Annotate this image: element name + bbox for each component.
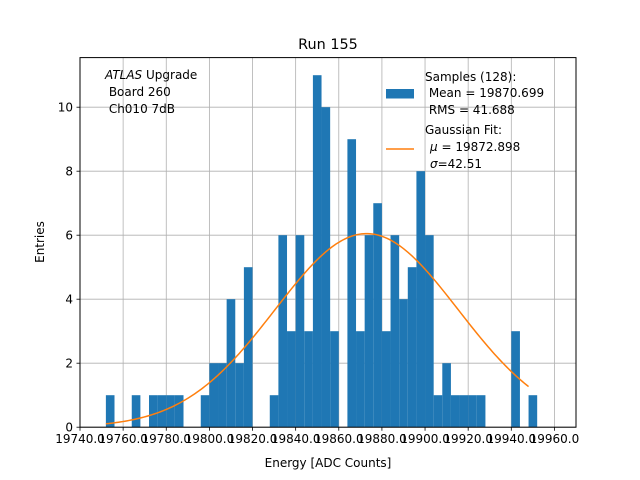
y-axis-label: Entries [33, 221, 47, 263]
histogram-bar [200, 395, 210, 428]
x-tick-label: 19740.0 [55, 432, 105, 446]
histogram-bar [442, 363, 451, 428]
histogram-bar [407, 267, 417, 428]
histogram-bar [243, 267, 253, 428]
legend: Samples (128): Mean = 19870.699 RMS = 41… [386, 70, 544, 171]
x-tick-label: 19860.0 [314, 432, 364, 446]
x-tick-label: 19880.0 [357, 432, 407, 446]
x-tick-label: 19800.0 [185, 432, 235, 446]
histogram-bar [209, 363, 219, 428]
annotation-board: Board 260 [105, 85, 171, 99]
histogram-bar [321, 107, 331, 428]
annotation-atlas: ATLAS [104, 68, 143, 82]
annotation-upgrade: Upgrade [142, 68, 197, 82]
y-tick-label: 2 [65, 357, 73, 371]
chart-title: Run 155 [298, 37, 358, 53]
legend-fit-title: Gaussian Fit: [425, 123, 502, 137]
gaussian-fit-curve [105, 232, 530, 425]
histogram-bar [390, 235, 400, 428]
x-tick-label: 19960.0 [530, 432, 580, 446]
histogram-bar [356, 331, 365, 428]
x-tick-label: 19840.0 [271, 432, 321, 446]
histogram-bar [425, 235, 434, 428]
histogram-bar [278, 235, 288, 428]
histogram-bar [304, 331, 313, 428]
y-tick-label: 8 [65, 165, 73, 179]
legend-fit-mu: μ = 19872.898 [429, 140, 520, 154]
x-axis: 19740.019760.019780.019800.019820.019840… [55, 427, 579, 446]
histogram-bar [166, 395, 175, 428]
legend-samples-mean: Mean = 19870.699 [425, 86, 544, 100]
histogram-bar [399, 299, 408, 428]
x-tick-label: 19920.0 [443, 432, 493, 446]
histogram-bar [433, 395, 443, 428]
gaussian-fit [105, 232, 530, 425]
histogram-bars [105, 75, 538, 428]
histogram-bar [312, 75, 322, 428]
x-axis-label: Energy [ADC Counts] [265, 456, 392, 470]
histogram-bar [528, 395, 538, 428]
histogram-bar [105, 395, 115, 428]
histogram-bar [174, 395, 184, 428]
histogram-bar [235, 363, 244, 428]
plot-frame [79, 57, 577, 428]
histogram-bar [287, 331, 296, 428]
x-tick-label: 19760.0 [98, 432, 148, 446]
atlas-annotation: ATLAS Upgrade Board 260 Ch010 7dB [104, 68, 197, 116]
histogram-bar [459, 395, 469, 428]
histogram-bar [450, 395, 460, 428]
y-tick-label: 4 [65, 293, 73, 307]
histogram-bar [149, 395, 158, 428]
histogram-bar [468, 395, 477, 428]
histogram-bar [381, 331, 391, 428]
histogram-bar [295, 235, 305, 428]
histogram-bar [218, 363, 227, 428]
x-tick-label: 19780.0 [141, 432, 191, 446]
legend-samples-swatch [386, 89, 414, 99]
annotation-channel: Ch010 7dB [105, 102, 175, 116]
histogram-bar [416, 171, 426, 428]
y-tick-label: 0 [65, 421, 73, 435]
svg-text:ATLAS Upgrade: ATLAS Upgrade [104, 68, 197, 82]
legend-samples-title: Samples (128): [425, 70, 516, 84]
x-tick-label: 19820.0 [228, 432, 278, 446]
histogram-bar [476, 395, 486, 428]
y-axis: 0 2 4 6 8 10 [58, 101, 80, 435]
histogram-bar [330, 331, 339, 428]
histogram-bar [373, 203, 382, 428]
histogram-bar [269, 395, 279, 428]
histogram-bar [131, 395, 141, 428]
histogram-bar [511, 331, 520, 428]
y-tick-label: 6 [65, 229, 73, 243]
y-tick-label: 10 [58, 101, 73, 115]
x-tick-label: 19940.0 [486, 432, 536, 446]
legend-fit-sigma: σ=42.51 [430, 157, 482, 171]
x-tick-label: 19900.0 [400, 432, 450, 446]
histogram-bar [347, 139, 357, 428]
legend-samples-rms: RMS = 41.688 [425, 103, 515, 117]
histogram-bar [364, 235, 374, 428]
